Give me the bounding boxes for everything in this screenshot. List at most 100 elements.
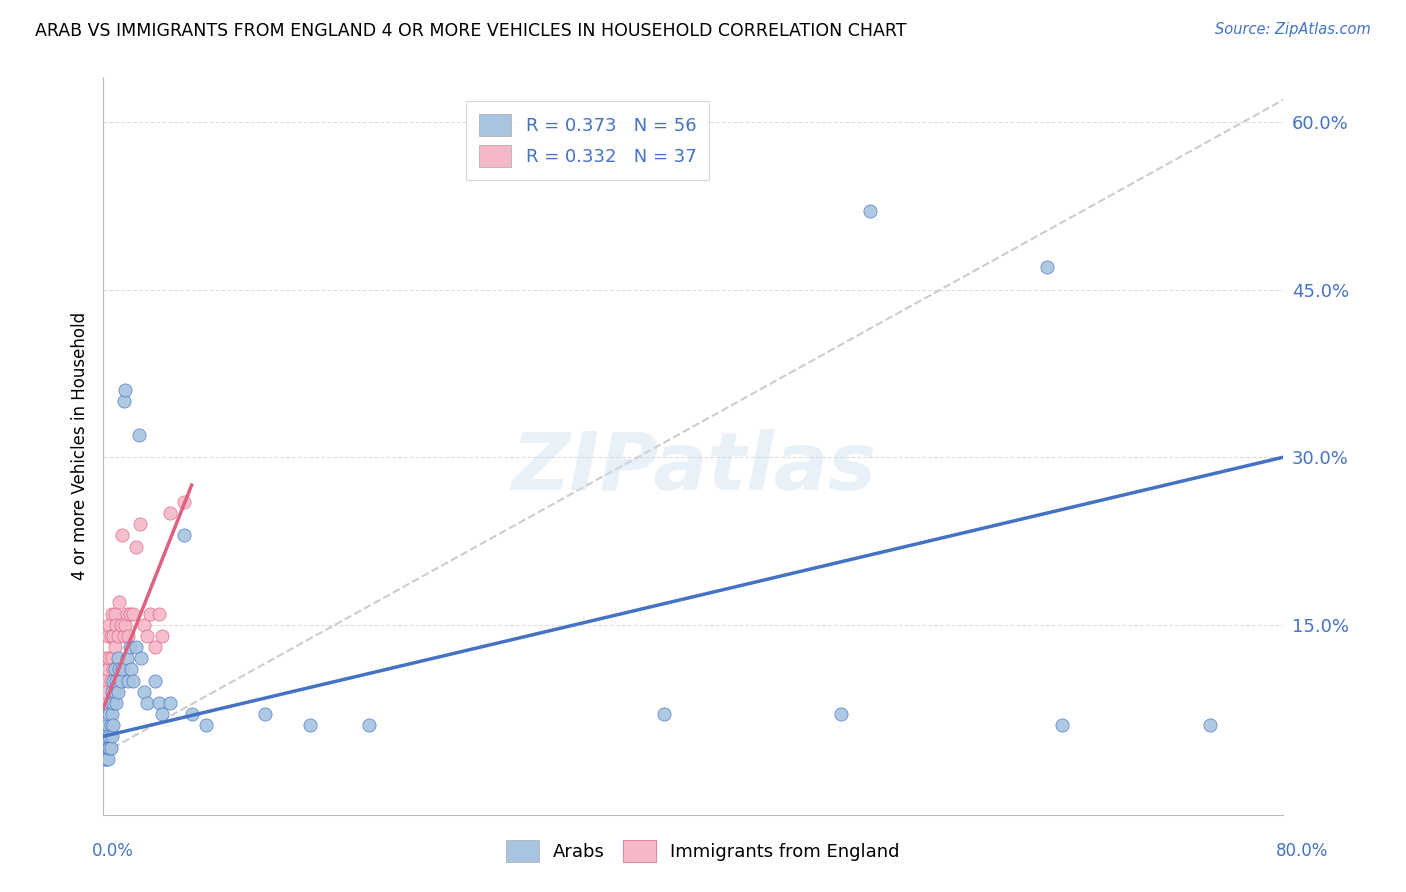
Text: Source: ZipAtlas.com: Source: ZipAtlas.com <box>1215 22 1371 37</box>
Point <box>298 718 321 732</box>
Point <box>93 696 115 710</box>
Point <box>117 629 139 643</box>
Point <box>143 640 166 654</box>
Point <box>1198 718 1220 732</box>
Point <box>105 696 128 710</box>
Text: 0.0%: 0.0% <box>91 842 134 860</box>
Point <box>104 607 127 621</box>
Point <box>100 673 122 688</box>
Point <box>131 651 153 665</box>
Point <box>98 740 121 755</box>
Point <box>112 629 135 643</box>
Point <box>101 651 124 665</box>
Point <box>254 706 277 721</box>
Point <box>128 427 150 442</box>
Point <box>104 640 127 654</box>
Point <box>830 706 852 721</box>
Point <box>94 730 117 744</box>
Point <box>101 607 124 621</box>
Point <box>117 673 139 688</box>
Point <box>101 730 124 744</box>
Point <box>105 617 128 632</box>
Point <box>143 673 166 688</box>
Point <box>96 718 118 732</box>
Point <box>118 607 141 621</box>
Point <box>103 673 125 688</box>
Text: 80.0%: 80.0% <box>1277 842 1329 860</box>
Point <box>107 651 129 665</box>
Point <box>94 752 117 766</box>
Point <box>121 607 143 621</box>
Point <box>1036 260 1059 275</box>
Text: ZIPatlas: ZIPatlas <box>510 429 876 508</box>
Point <box>357 718 380 732</box>
Point <box>111 528 134 542</box>
Point <box>104 684 127 698</box>
Point <box>98 617 121 632</box>
Point <box>124 540 146 554</box>
Point <box>103 718 125 732</box>
Point <box>100 629 122 643</box>
Point <box>136 629 159 643</box>
Point <box>134 617 156 632</box>
Point <box>103 696 125 710</box>
Point <box>103 629 125 643</box>
Point <box>859 204 882 219</box>
Point <box>112 394 135 409</box>
Point <box>98 730 121 744</box>
Point <box>115 651 138 665</box>
Point <box>173 528 195 542</box>
Point <box>118 640 141 654</box>
Point <box>139 607 162 621</box>
Point <box>114 383 136 397</box>
Point <box>96 629 118 643</box>
Point <box>93 740 115 755</box>
Point <box>159 696 181 710</box>
Point <box>148 696 170 710</box>
Point <box>115 607 138 621</box>
Point <box>96 662 118 676</box>
Point <box>96 740 118 755</box>
Point <box>1050 718 1073 732</box>
Point <box>120 662 142 676</box>
Point <box>107 629 129 643</box>
Text: ARAB VS IMMIGRANTS FROM ENGLAND 4 OR MORE VEHICLES IN HOUSEHOLD CORRELATION CHAR: ARAB VS IMMIGRANTS FROM ENGLAND 4 OR MOR… <box>35 22 907 40</box>
Point <box>148 607 170 621</box>
Point <box>93 752 115 766</box>
Point <box>105 673 128 688</box>
Point <box>173 495 195 509</box>
Point <box>195 718 218 732</box>
Point <box>101 706 124 721</box>
Point <box>124 640 146 654</box>
Point <box>104 662 127 676</box>
Point <box>94 684 117 698</box>
Point <box>93 673 115 688</box>
Point <box>107 684 129 698</box>
Point <box>100 718 122 732</box>
Point <box>108 662 131 676</box>
Point <box>96 752 118 766</box>
Legend: Arabs, Immigrants from England: Arabs, Immigrants from England <box>499 833 907 870</box>
Point <box>114 617 136 632</box>
Point <box>98 706 121 721</box>
Point <box>110 617 132 632</box>
Point <box>121 673 143 688</box>
Point <box>108 595 131 609</box>
Point <box>150 629 173 643</box>
Point <box>180 706 202 721</box>
Point <box>129 517 152 532</box>
Point <box>136 696 159 710</box>
Point <box>100 740 122 755</box>
Point <box>101 684 124 698</box>
Point <box>110 673 132 688</box>
Point <box>134 684 156 698</box>
Point <box>94 651 117 665</box>
Point <box>98 651 121 665</box>
Point <box>100 696 122 710</box>
Point <box>652 706 675 721</box>
Y-axis label: 4 or more Vehicles in Household: 4 or more Vehicles in Household <box>72 312 89 580</box>
Point <box>103 662 125 676</box>
Point <box>159 506 181 520</box>
Point <box>150 706 173 721</box>
Legend: R = 0.373   N = 56, R = 0.332   N = 37: R = 0.373 N = 56, R = 0.332 N = 37 <box>467 101 709 179</box>
